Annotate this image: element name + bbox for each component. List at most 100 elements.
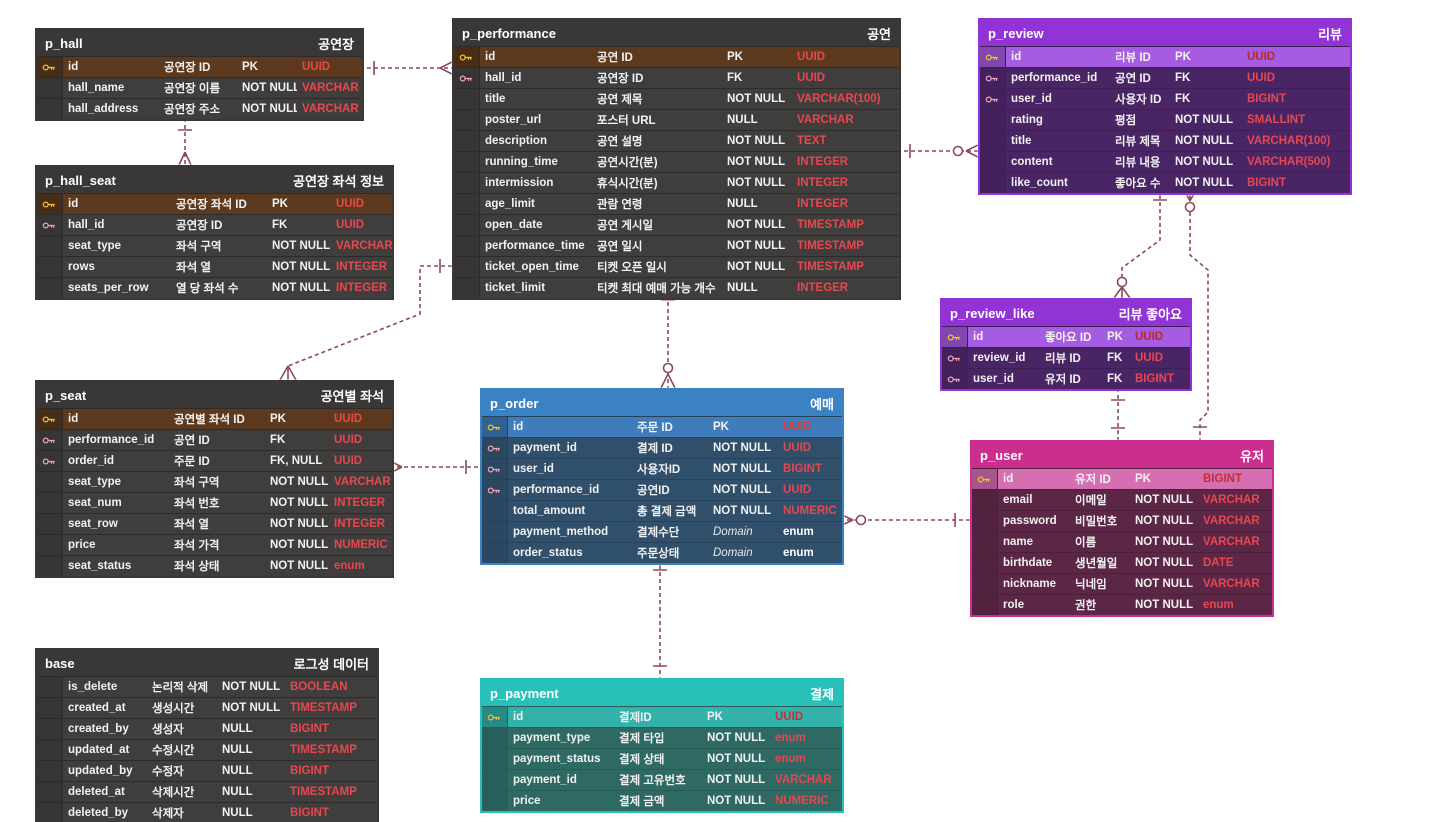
table-row[interactable]: seats_per_row 열 당 좌석 수 NOT NULL INTEGER — [37, 277, 392, 298]
table-row[interactable]: description 공연 설명 NOT NULL TEXT — [454, 130, 899, 151]
table-p_user[interactable]: p_user 유저 id 유저 ID PK BIGINT email 이메일 NOT NUL… — [970, 440, 1274, 617]
table-header[interactable]: p_review_like 리뷰 좋아요 — [942, 300, 1190, 326]
rel-reviewlike-user[interactable] — [1111, 388, 1125, 440]
table-header[interactable]: p_hall_seat 공연장 좌석 정보 — [37, 167, 392, 193]
table-row[interactable]: deleted_at 삭제시간 NULL TIMESTAMP — [37, 781, 377, 802]
table-row[interactable]: password 비밀번호 NOT NULL VARCHAR — [972, 510, 1272, 531]
table-header[interactable]: p_order 예매 — [482, 390, 842, 416]
table-row[interactable]: id 유저 ID PK BIGINT — [972, 468, 1272, 489]
table-row[interactable]: user_id 사용자 ID FK BIGINT — [980, 88, 1350, 109]
table-header[interactable]: p_performance 공연 — [454, 20, 899, 46]
table-row[interactable]: id 결제ID PK UUID — [482, 706, 842, 727]
table-header[interactable]: p_hall 공연장 — [37, 30, 362, 56]
table-row[interactable]: price 결제 금액 NOT NULL NUMERIC — [482, 790, 842, 811]
table-row[interactable]: performance_id 공연 ID FK UUID — [37, 429, 392, 450]
table-row[interactable]: order_status 주문상태 Domain enum — [482, 542, 842, 563]
table-row[interactable]: seat_status 좌석 상태 NOT NULL enum — [37, 555, 392, 576]
table-row[interactable]: id 공연장 ID PK UUID — [37, 56, 362, 77]
table-row[interactable]: intermission 휴식시간(분) NOT NULL INTEGER — [454, 172, 899, 193]
table-p_performance[interactable]: p_performance 공연 id 공연 ID PK UUID hall_id 공연장… — [452, 18, 901, 300]
table-row[interactable]: seat_type 좌석 구역 NOT NULL VARCHAR — [37, 235, 392, 256]
table-row[interactable]: seat_type 좌석 구역 NOT NULL VARCHAR — [37, 471, 392, 492]
table-row[interactable]: age_limit 관람 연령 NULL INTEGER — [454, 193, 899, 214]
table-row[interactable]: role 권한 NOT NULL enum — [972, 594, 1272, 615]
table-row[interactable]: performance_time 공연 일시 NOT NULL TIMESTAMP — [454, 235, 899, 256]
table-header[interactable]: p_seat 공연별 좌석 — [37, 382, 392, 408]
table-row[interactable]: performance_id 공연ID NOT NULL UUID — [482, 479, 842, 500]
table-row[interactable]: payment_id 결제 고유번호 NOT NULL VARCHAR — [482, 769, 842, 790]
table-row[interactable]: hall_address 공연장 주소 NOT NULL VARCHAR — [37, 98, 362, 119]
table-row[interactable]: id 리뷰 ID PK UUID — [980, 46, 1350, 67]
table-row[interactable]: hall_id 공연장 ID FK UUID — [37, 214, 392, 235]
rel-performance-review[interactable] — [897, 144, 979, 158]
table-row[interactable]: created_at 생성시간 NOT NULL TIMESTAMP — [37, 697, 377, 718]
table-row[interactable]: id 주문 ID PK UUID — [482, 416, 842, 437]
table-row[interactable]: birthdate 생년월일 NOT NULL DATE — [972, 552, 1272, 573]
table-row[interactable]: deleted_by 삭제자 NULL BIGINT — [37, 802, 377, 822]
table-row[interactable]: id 공연별 좌석 ID PK UUID — [37, 408, 392, 429]
column-constraint: FK — [1175, 72, 1191, 84]
column-constraint: PK — [713, 421, 729, 433]
table-row[interactable]: payment_status 결제 상태 NOT NULL enum — [482, 748, 842, 769]
rel-user-order[interactable] — [839, 513, 970, 527]
table-row[interactable]: updated_by 수정자 NULL BIGINT — [37, 760, 377, 781]
table-row[interactable]: payment_type 결제 타입 NOT NULL enum — [482, 727, 842, 748]
table-p_review[interactable]: p_review 리뷰 id 리뷰 ID PK UUID performance_id 공… — [978, 18, 1352, 195]
table-row[interactable]: id 공연 ID PK UUID — [454, 46, 899, 67]
rel-hall-performance[interactable] — [360, 61, 453, 75]
table-row[interactable]: updated_at 수정시간 NULL TIMESTAMP — [37, 739, 377, 760]
table-row[interactable]: title 리뷰 제목 NOT NULL VARCHAR(100) — [980, 130, 1350, 151]
rel-review-reviewlike[interactable] — [1113, 188, 1167, 299]
table-row[interactable]: rows 좌석 열 NOT NULL INTEGER — [37, 256, 392, 277]
table-row[interactable]: seat_num 좌석 번호 NOT NULL INTEGER — [37, 492, 392, 513]
table-header[interactable]: p_review 리뷰 — [980, 20, 1350, 46]
table-row[interactable]: nickname 닉네임 NOT NULL VARCHAR — [972, 573, 1272, 594]
table-row[interactable]: payment_id 결제 ID NOT NULL UUID — [482, 437, 842, 458]
rel-order-seat[interactable] — [389, 460, 480, 474]
primary-key-icon — [482, 707, 508, 727]
rel-hall-hallseat[interactable] — [178, 118, 192, 166]
table-row[interactable]: name 이름 NOT NULL VARCHAR — [972, 531, 1272, 552]
table-row[interactable]: open_date 공연 게시일 NOT NULL TIMESTAMP — [454, 214, 899, 235]
rel-performance-order[interactable] — [660, 288, 676, 389]
table-p_hall[interactable]: p_hall 공연장 id 공연장 ID PK UUID hall_name 공연장 이름… — [35, 28, 364, 121]
table-p_seat[interactable]: p_seat 공연별 좌석 id 공연별 좌석 ID PK UUID performan… — [35, 380, 394, 578]
table-row[interactable]: total_amount 총 결제 금액 NOT NULL NUMERIC — [482, 500, 842, 521]
table-row[interactable]: user_id 사용자ID NOT NULL BIGINT — [482, 458, 842, 479]
table-row[interactable]: ticket_open_time 티켓 오픈 일시 NOT NULL TIMESTAM… — [454, 256, 899, 277]
table-row[interactable]: content 리뷰 내용 NOT NULL VARCHAR(500) — [980, 151, 1350, 172]
table-base[interactable]: base 로그성 데이터 is_delete 논리적 삭제 NOT NULL BOOL… — [35, 648, 379, 822]
table-p_payment[interactable]: p_payment 결제 id 결제ID PK UUID payment_type 결제 … — [480, 678, 844, 813]
table-row[interactable]: payment_method 결제수단 Domain enum — [482, 521, 842, 542]
table-row[interactable]: running_time 공연시간(분) NOT NULL INTEGER — [454, 151, 899, 172]
table-row[interactable]: hall_id 공연장 ID FK UUID — [454, 67, 899, 88]
table-row[interactable]: id 공연장 좌석 ID PK UUID — [37, 193, 392, 214]
table-row[interactable]: rating 평점 NOT NULL SMALLINT — [980, 109, 1350, 130]
table-row[interactable]: hall_name 공연장 이름 NOT NULL VARCHAR — [37, 77, 362, 98]
table-row[interactable]: ticket_limit 티켓 최대 예매 가능 개수 NULL INTEGER — [454, 277, 899, 298]
table-header[interactable]: base 로그성 데이터 — [37, 650, 377, 676]
table-row[interactable]: seat_row 좌석 열 NOT NULL INTEGER — [37, 513, 392, 534]
column-name: performance_time — [485, 240, 585, 252]
table-row[interactable]: review_id 리뷰 ID FK UUID — [942, 347, 1190, 368]
table-row[interactable]: price 좌석 가격 NOT NULL NUMERIC — [37, 534, 392, 555]
table-row[interactable]: like_count 좋아요 수 NOT NULL BIGINT — [980, 172, 1350, 193]
column-type: NUMERIC — [775, 795, 829, 807]
table-row[interactable]: title 공연 제목 NOT NULL VARCHAR(100) — [454, 88, 899, 109]
table-row[interactable]: created_by 생성자 NULL BIGINT — [37, 718, 377, 739]
table-p_review_like[interactable]: p_review_like 리뷰 좋아요 id 좋아요 ID PK UUID revie… — [940, 298, 1192, 391]
table-row[interactable]: is_delete 논리적 삭제 NOT NULL BOOLEAN — [37, 676, 377, 697]
rel-performance-seat[interactable] — [279, 259, 452, 381]
table-row[interactable]: performance_id 공연 ID FK UUID — [980, 67, 1350, 88]
table-row[interactable]: order_id 주문 ID FK, NULL UUID — [37, 450, 392, 471]
table-header[interactable]: p_user 유저 — [972, 442, 1272, 468]
table-row[interactable]: poster_url 포스터 URL NULL VARCHAR — [454, 109, 899, 130]
table-row[interactable]: email 이메일 NOT NULL VARCHAR — [972, 489, 1272, 510]
rel-order-payment[interactable] — [653, 558, 667, 678]
table-row[interactable]: id 좋아요 ID PK UUID — [942, 326, 1190, 347]
table-p_order[interactable]: p_order 예매 id 주문 ID PK UUID payment_id 결제 ID N… — [480, 388, 844, 565]
column-name: updated_at — [68, 744, 130, 756]
table-p_hall_seat[interactable]: p_hall_seat 공연장 좌석 정보 id 공연장 좌석 ID PK UUID h… — [35, 165, 394, 300]
table-row[interactable]: user_id 유저 ID FK BIGINT — [942, 368, 1190, 389]
table-header[interactable]: p_payment 결제 — [482, 680, 842, 706]
